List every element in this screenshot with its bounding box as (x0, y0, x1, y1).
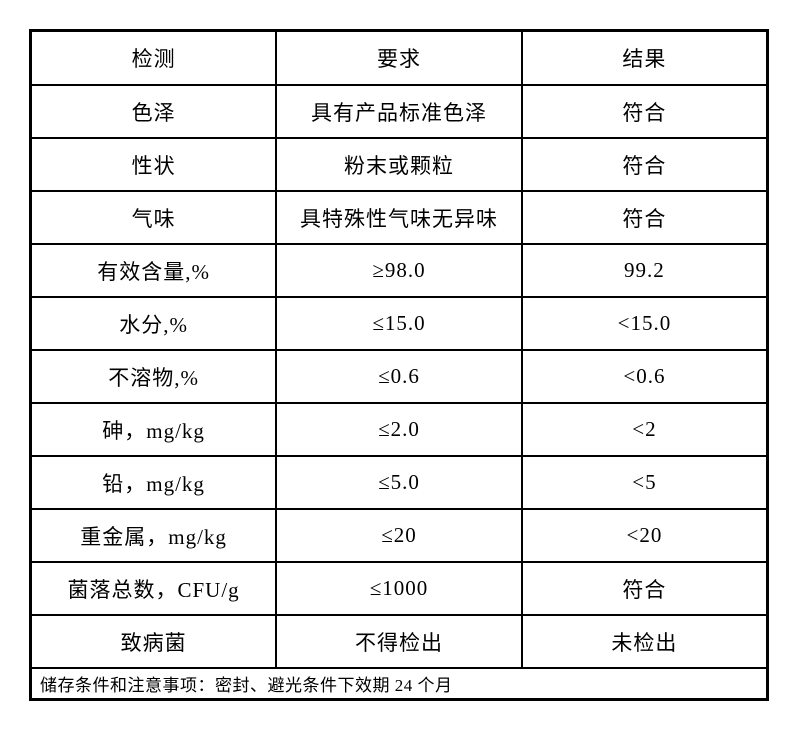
item-cell: 不溶物,% (29, 349, 278, 404)
table-row: 不溶物,% ≤0.6 <0.6 (29, 349, 769, 404)
result-cell: 符合 (520, 137, 769, 192)
requirement-cell: ≤0.6 (275, 349, 523, 404)
item-cell: 砷，mg/kg (29, 402, 278, 457)
item-cell: 气味 (29, 190, 278, 245)
result-cell: 符合 (520, 561, 769, 616)
item-cell: 有效含量,% (29, 243, 278, 298)
storage-note: 储存条件和注意事项：密封、避光条件下效期 24 个月 (29, 667, 769, 701)
inspection-table: 检测 要求 结果 色泽 具有产品标准色泽 符合 性状 粉末或颗粒 符合 气味 具… (29, 29, 769, 701)
result-cell: <15.0 (520, 296, 769, 351)
requirement-cell: 具有产品标准色泽 (275, 84, 523, 139)
item-cell: 铅，mg/kg (29, 455, 278, 510)
table-row: 重金属，mg/kg ≤20 <20 (29, 508, 769, 563)
header-row: 检测 要求 结果 (29, 29, 769, 86)
item-cell: 菌落总数，CFU/g (29, 561, 278, 616)
requirement-cell: ≤15.0 (275, 296, 523, 351)
requirement-cell: ≤1000 (275, 561, 523, 616)
column-header-result: 结果 (520, 29, 769, 86)
table-row: 性状 粉末或颗粒 符合 (29, 137, 769, 192)
requirement-cell: 具特殊性气味无异味 (275, 190, 523, 245)
result-cell: 符合 (520, 190, 769, 245)
table-row: 菌落总数，CFU/g ≤1000 符合 (29, 561, 769, 616)
column-header-test: 检测 (29, 29, 278, 86)
item-cell: 致病菌 (29, 614, 278, 669)
column-header-requirement: 要求 (275, 29, 523, 86)
footer-row: 储存条件和注意事项：密封、避光条件下效期 24 个月 (29, 667, 769, 701)
result-cell: <0.6 (520, 349, 769, 404)
table-row: 有效含量,% ≥98.0 99.2 (29, 243, 769, 298)
result-cell: <5 (520, 455, 769, 510)
result-cell: <20 (520, 508, 769, 563)
table-row: 色泽 具有产品标准色泽 符合 (29, 84, 769, 139)
requirement-cell: 不得检出 (275, 614, 523, 669)
item-cell: 色泽 (29, 84, 278, 139)
table-row: 砷，mg/kg ≤2.0 <2 (29, 402, 769, 457)
table-row: 水分,% ≤15.0 <15.0 (29, 296, 769, 351)
item-cell: 重金属，mg/kg (29, 508, 278, 563)
item-cell: 水分,% (29, 296, 278, 351)
table-row: 气味 具特殊性气味无异味 符合 (29, 190, 769, 245)
requirement-cell: ≤20 (275, 508, 523, 563)
table-row: 致病菌 不得检出 未检出 (29, 614, 769, 669)
result-cell: <2 (520, 402, 769, 457)
result-cell: 99.2 (520, 243, 769, 298)
table-row: 铅，mg/kg ≤5.0 <5 (29, 455, 769, 510)
item-cell: 性状 (29, 137, 278, 192)
requirement-cell: ≤2.0 (275, 402, 523, 457)
requirement-cell: ≤5.0 (275, 455, 523, 510)
result-cell: 符合 (520, 84, 769, 139)
result-cell: 未检出 (520, 614, 769, 669)
requirement-cell: ≥98.0 (275, 243, 523, 298)
requirement-cell: 粉末或颗粒 (275, 137, 523, 192)
